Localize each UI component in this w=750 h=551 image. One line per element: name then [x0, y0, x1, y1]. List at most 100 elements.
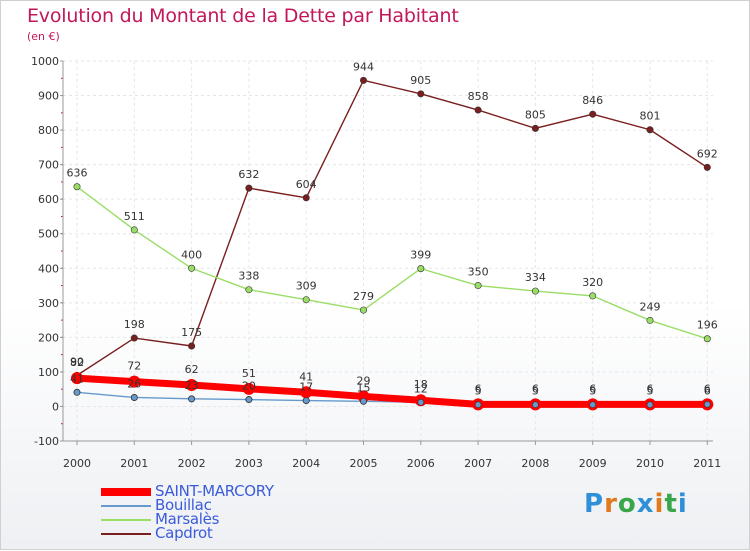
data-point — [245, 396, 253, 403]
y-tick-label: 100 — [38, 366, 59, 379]
data-point — [357, 390, 370, 403]
data-label: 5 — [532, 385, 539, 398]
data-point — [474, 106, 482, 114]
data-point — [417, 90, 425, 98]
data-point — [73, 388, 81, 396]
data-point — [185, 379, 198, 392]
x-tick-label: 2007 — [464, 457, 492, 470]
data-label: 692 — [697, 147, 718, 160]
data-label: 6 — [647, 382, 654, 395]
data-label: 18 — [414, 378, 428, 391]
data-point — [359, 306, 367, 314]
data-point — [302, 397, 310, 404]
data-point — [531, 287, 539, 295]
legend-label: Capdrot — [155, 524, 213, 542]
data-point — [302, 194, 310, 202]
logo-letter: P — [584, 489, 605, 519]
data-label: 196 — [697, 319, 718, 332]
data-point — [589, 110, 597, 118]
data-point — [360, 397, 367, 405]
x-tick-label: 2009 — [579, 457, 607, 470]
data-point — [71, 372, 83, 385]
data-label: 29 — [357, 374, 371, 387]
x-tick-label: 2011 — [693, 457, 721, 470]
data-point — [130, 334, 138, 342]
logo-letter: r — [604, 489, 618, 519]
data-label: 636 — [67, 167, 88, 180]
data-point — [417, 399, 425, 406]
data-label: 6 — [704, 384, 711, 397]
data-point — [359, 76, 367, 84]
data-point — [474, 401, 482, 409]
data-label: 72 — [127, 360, 141, 373]
logo-letter: i — [677, 489, 688, 519]
logo-letter: t — [664, 489, 678, 519]
data-point — [302, 296, 310, 304]
x-tick-label: 2010 — [636, 457, 664, 470]
data-point — [188, 264, 196, 272]
y-tick-label: 200 — [38, 331, 59, 344]
x-tick-label: 2001 — [120, 457, 148, 470]
x-tick-label: 2006 — [407, 457, 435, 470]
legend-swatch — [101, 505, 151, 507]
series-points — [71, 76, 714, 411]
legend-swatch — [101, 488, 151, 496]
data-point — [474, 282, 482, 290]
y-tick-label: 300 — [38, 297, 59, 310]
legend-label: Marsalès — [155, 510, 220, 528]
data-point — [245, 286, 253, 294]
y-tick-label: 600 — [38, 193, 59, 206]
data-point — [531, 124, 539, 132]
data-label: 399 — [410, 249, 431, 262]
data-label: 6 — [704, 382, 711, 395]
data-point — [646, 126, 654, 134]
data-point — [300, 386, 313, 399]
y-tick-label: 800 — [38, 124, 59, 137]
data-label: 26 — [127, 377, 141, 390]
data-label: 604 — [296, 178, 317, 191]
data-point — [128, 375, 141, 388]
x-tick-label: 2004 — [292, 457, 320, 470]
data-label: 511 — [124, 210, 145, 223]
data-point — [188, 342, 196, 350]
data-label: 6 — [475, 382, 482, 395]
data-label: 41 — [70, 372, 84, 385]
x-axis-ticks: 2000 2001 2002 2003 2004 2005 2006 2007 2008 2009… — [63, 441, 721, 470]
data-label: 279 — [353, 290, 374, 303]
y-tick-label: 900 — [38, 90, 59, 103]
series-line-marsal-s — [76, 186, 708, 340]
x-tick-label: 2005 — [350, 457, 378, 470]
data-label: 51 — [242, 367, 256, 380]
data-point — [130, 226, 138, 234]
data-point — [532, 401, 539, 409]
x-tick-label: 2000 — [63, 457, 91, 470]
data-point — [589, 292, 597, 300]
data-label: 175 — [181, 326, 202, 339]
data-label: 309 — [296, 280, 317, 293]
logo-letter: o — [617, 489, 637, 519]
data-label: 20 — [242, 380, 256, 393]
proxiti-logo: Proxiti — [584, 489, 688, 519]
chart-title: Evolution du Montant de la Dette par Hab… — [27, 5, 459, 27]
data-label: 350 — [468, 266, 489, 279]
data-labels: 9019817563260494490585880584680169263651… — [67, 60, 718, 397]
y-tick-label: 0 — [52, 400, 59, 413]
data-label: 6 — [589, 382, 596, 395]
data-point — [131, 394, 138, 401]
series-line-capdrot — [76, 79, 708, 377]
data-point — [245, 184, 253, 192]
data-label: 846 — [582, 94, 603, 107]
data-label: 5 — [589, 385, 596, 398]
y-axis-ticks: -100 0 100 200 300 400 500 600 700 800 900 1000 — [31, 55, 63, 448]
data-label: 6 — [532, 382, 539, 395]
y-tick-label: 500 — [38, 228, 59, 241]
legend-label: Bouillac — [155, 496, 212, 514]
legend-swatch — [101, 519, 151, 521]
data-label: 320 — [582, 276, 603, 289]
data-label: 62 — [185, 363, 199, 376]
data-point — [188, 395, 195, 403]
legend-swatch — [101, 533, 151, 535]
data-label: 41 — [299, 370, 313, 383]
